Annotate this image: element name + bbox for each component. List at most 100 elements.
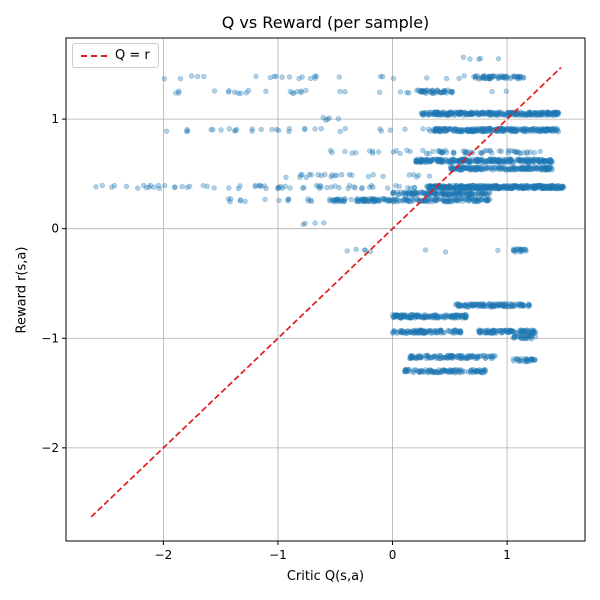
scatter-point [261,183,268,189]
scatter-point [545,126,552,132]
scatter-point [252,183,258,190]
scatter-point [528,112,534,118]
scatter-point [419,110,425,117]
scatter-point [479,109,485,116]
scatter-point [472,75,479,81]
scatter-point [486,73,492,80]
scatter-point [480,109,486,116]
scatter-point [226,126,233,132]
scatter-point [523,125,529,132]
scatter-point [553,109,559,116]
scatter-point [472,128,479,135]
scatter-point [482,110,489,117]
scatter-point [438,89,445,96]
scatter-point [452,125,459,132]
scatter-point [400,197,407,203]
scatter-point [445,112,451,118]
scatter-point [483,329,490,335]
scatter-point [555,109,561,116]
scatter-point [486,128,492,135]
scatter-point [390,75,397,82]
scatter-point [532,128,539,134]
scatter-point [429,90,436,97]
scatter-point [489,109,495,116]
scatter-point [425,112,432,118]
scatter-point [477,127,483,134]
x-tick-label-1: −1 [269,548,287,562]
scatter-point [194,73,201,80]
scatter-point [480,73,486,79]
scatter-point [249,126,256,132]
scatter-point [422,88,428,94]
scatter-point [487,109,493,116]
scatter-point [504,126,510,132]
scatter-point [402,126,408,132]
scatter-point [475,75,482,81]
scatter-point [533,111,539,118]
scatter-point [422,247,429,253]
scatter-point [499,110,506,117]
scatter-point [529,126,535,132]
scatter-point [540,111,547,117]
scatter-point [423,150,430,157]
scatter-point [514,125,520,132]
scatter-point [419,88,425,95]
scatter-point [408,190,415,196]
scatter-point [275,127,282,134]
scatter-point [442,112,448,118]
scatter-point [471,127,478,133]
scatter-point [111,183,118,189]
scatter-point [501,128,507,135]
scatter-point [298,89,304,96]
scatter-point [410,312,417,318]
scatter-point [451,126,458,132]
scatter-point [447,109,453,116]
scatter-point [425,352,431,358]
scatter-point [483,127,489,134]
scatter-point [519,112,525,118]
scatter-point [353,246,359,253]
scatter-point [520,127,526,134]
scatter-point [448,126,454,132]
scatter-point [231,89,238,95]
scatter-point [327,147,334,154]
scatter-point [433,128,439,134]
scatter-point [511,335,518,341]
scatter-point [458,109,464,115]
scatter-point [520,111,526,117]
scatter-point [487,75,493,81]
scatter-point [185,128,191,134]
scatter-point [477,110,483,116]
scatter-point [337,128,343,135]
scatter-point [306,171,313,178]
scatter-point [312,220,318,226]
scatter-point [457,110,463,116]
scatter-point [424,75,430,81]
scatter-point [529,126,535,133]
scatter-point [539,110,546,116]
scatter-point [455,127,461,133]
scatter-point [521,149,527,156]
scatter-point [482,73,488,79]
scatter-point [445,199,451,205]
scatter-point [423,111,430,117]
scatter-point [376,89,383,96]
scatter-point [520,74,527,81]
scatter-point [267,74,273,81]
scatter-point [356,199,363,205]
scatter-point [478,111,485,117]
scatter-point [460,54,467,60]
scatter-point [496,73,502,79]
scatter-point [278,184,284,190]
scatter-point [312,75,318,81]
scatter-point [486,125,493,132]
scatter-point [494,328,500,334]
scatter-point [435,110,441,117]
scatter-point [450,109,456,116]
scatter-point [161,76,168,82]
scatter-point [440,89,446,95]
scatter-point [455,128,461,135]
scatter-point [435,148,441,154]
scatter-point [488,112,494,118]
scatter-point [375,149,382,155]
